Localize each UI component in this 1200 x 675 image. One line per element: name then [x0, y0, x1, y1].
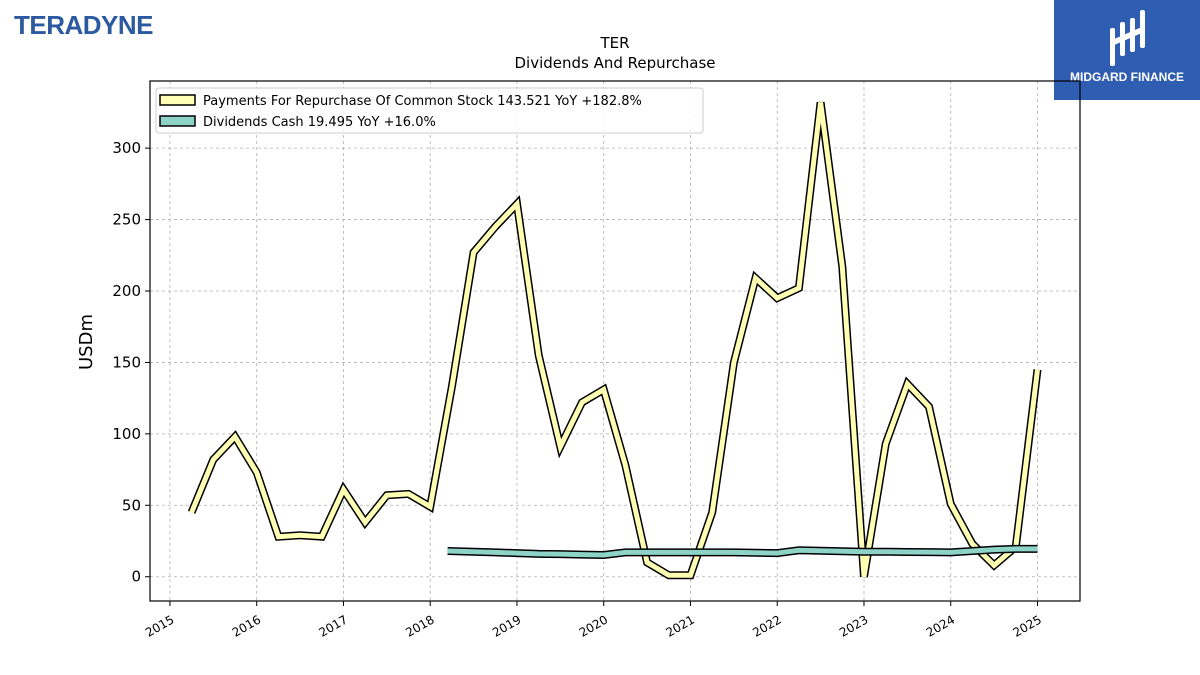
series-layer: [187, 101, 1042, 580]
series-1: [447, 544, 1038, 560]
legend-entry: Dividends Cash 19.495 YoY +16.0%: [203, 115, 436, 130]
series-0: [187, 101, 1042, 580]
x-tick-label: 2020: [577, 612, 610, 639]
badge-label: MIDGARD FINANCE: [1070, 70, 1184, 84]
plot-frame: [149, 80, 1081, 602]
midgard-finance-badge: MIDGARD FINANCE: [1054, 0, 1200, 100]
x-tick-label: 2018: [403, 612, 436, 639]
grid: [150, 81, 1080, 601]
x-tick-label: 2022: [750, 612, 783, 639]
y-tick-label: 150: [112, 353, 141, 371]
x-tick-label: 2016: [230, 612, 263, 639]
legend-entry: Payments For Repurchase Of Common Stock …: [203, 94, 642, 109]
x-tick-label: 2025: [1011, 612, 1044, 639]
legend-swatch: [159, 94, 196, 106]
legend-swatch: [159, 115, 196, 127]
teradyne-logo: TERADYNE: [14, 10, 154, 40]
legend-box: [155, 87, 704, 134]
midgard-logo-icon: [1110, 10, 1145, 66]
y-tick-label: 200: [112, 282, 141, 300]
y-tick-label: 50: [122, 496, 141, 514]
legend: Payments For Repurchase Of Common Stock …: [155, 87, 704, 134]
y-axis-label: USDm: [76, 314, 97, 370]
series-line: [189, 102, 1040, 578]
y-tick-label: 100: [112, 425, 141, 443]
x-tick-label: 2019: [490, 612, 523, 639]
y-tick-label: 300: [112, 139, 141, 157]
y-tick-label: 0: [131, 568, 141, 586]
x-tick-label: 2021: [664, 612, 697, 639]
x-tick-label: 2017: [317, 612, 350, 639]
chart-subtitle: Dividends And Repurchase: [514, 54, 715, 72]
x-tick-label: 2024: [924, 612, 957, 639]
series-line: [447, 546, 1038, 558]
x-tick-label: 2015: [143, 612, 176, 639]
y-tick-label: 250: [112, 211, 141, 229]
chart-title: TER: [599, 34, 629, 52]
x-tick-label: 2023: [837, 612, 870, 639]
